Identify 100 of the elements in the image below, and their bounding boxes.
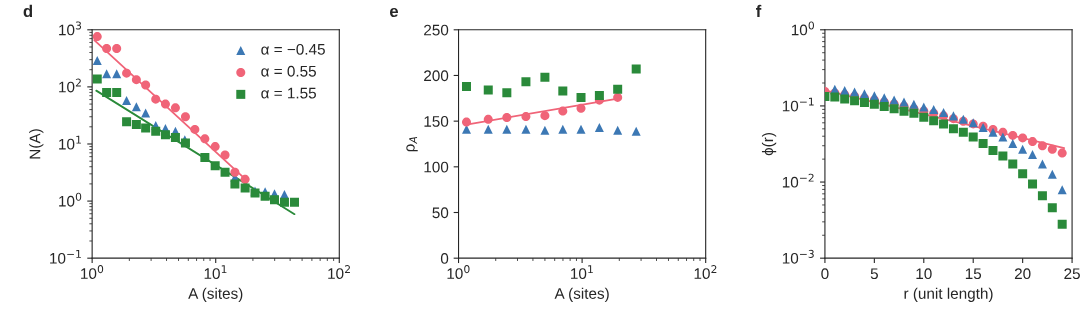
y-tick-label: 10$^{−1}$ (782, 97, 814, 112)
point (521, 77, 531, 87)
point (576, 103, 586, 113)
chart-title: f (756, 4, 762, 17)
point (594, 123, 604, 133)
point (483, 114, 493, 124)
point (1018, 169, 1028, 179)
point (631, 64, 641, 74)
y-tick-label: 10$^{2}$ (59, 78, 81, 93)
point (540, 125, 550, 135)
x-tick-label: 25 (1064, 268, 1080, 280)
point (859, 97, 869, 107)
point (1057, 148, 1067, 158)
point (840, 85, 850, 95)
point (899, 97, 909, 107)
x-tick-label: 5 (870, 268, 878, 280)
point (968, 132, 978, 142)
point (948, 124, 958, 134)
x-tick-label: 10$^{2}$ (694, 265, 717, 280)
point (1047, 144, 1057, 154)
point (1028, 150, 1038, 160)
point (1028, 137, 1038, 147)
point (919, 112, 929, 122)
y-tick-label: 100 (424, 161, 449, 173)
point (958, 127, 968, 137)
point (521, 124, 531, 134)
point (1037, 191, 1047, 201)
point (859, 89, 869, 99)
x-tick-label: 15 (965, 268, 982, 280)
point (1047, 169, 1057, 179)
y-tick-label: 10$^{−3}$ (782, 249, 814, 264)
y-tick-label: 50 (432, 207, 449, 219)
point (850, 96, 860, 106)
legend-label: α = −0.45 (261, 43, 325, 55)
point (594, 91, 604, 101)
point (1008, 130, 1018, 140)
point (502, 124, 512, 134)
x-axis-title: r (unit length) (904, 287, 993, 302)
point (1037, 159, 1047, 169)
point (631, 126, 641, 136)
y-tick-label: 10$^{−1}$ (50, 249, 81, 264)
y-tick-label: 10$^{1}$ (59, 135, 81, 150)
y-axis-title: ϕ(r) (761, 133, 777, 156)
point (558, 106, 568, 116)
point (889, 104, 899, 114)
point (1008, 159, 1018, 169)
x-tick-label: 10$^{2}$ (328, 265, 350, 280)
point (502, 112, 512, 122)
point (998, 132, 1008, 142)
y-tick-label: 200 (424, 70, 449, 82)
point (988, 145, 998, 155)
point (502, 88, 512, 98)
y-tick-label: 10$^{0}$ (59, 192, 82, 207)
point (613, 84, 623, 94)
point (1057, 219, 1067, 229)
y-tick-label: 0 (440, 253, 449, 264)
chart-title: d (23, 4, 33, 18)
point (998, 151, 1008, 161)
x-tick-label: 0 (821, 268, 829, 280)
point (1037, 141, 1047, 151)
y-tick-label: 250 (424, 24, 449, 36)
y-tick-label: 10$^{0}$ (791, 21, 814, 36)
point (899, 106, 909, 116)
point (879, 102, 889, 112)
point (978, 139, 988, 149)
x-axis-title: A (sites) (554, 287, 609, 302)
chart-title: e (389, 7, 399, 18)
point (1028, 179, 1038, 189)
point (483, 124, 493, 134)
legend-label: α = 0.55 (261, 65, 316, 77)
point (521, 112, 531, 122)
x-tick-label: 10$^{0}$ (447, 265, 470, 280)
x-tick-label: 10$^{1}$ (204, 265, 227, 280)
x-axis-title: A (sites) (188, 287, 243, 302)
y-tick-label: 150 (424, 116, 449, 127)
point (869, 99, 879, 109)
legend-label: α = 1.55 (261, 87, 316, 99)
y-tick-label: 10$^{−2}$ (782, 173, 814, 188)
point (929, 116, 939, 126)
x-tick-label: 20 (1014, 268, 1031, 280)
point (540, 111, 550, 121)
point (909, 99, 919, 109)
point (576, 124, 586, 134)
point (929, 104, 939, 114)
point (830, 92, 840, 102)
point (1047, 203, 1057, 213)
point (558, 124, 568, 134)
point (540, 72, 550, 82)
point (840, 94, 850, 104)
y-axis-title: ρ$_{A}$ (406, 136, 418, 152)
x-tick-label: 10$^{1}$ (571, 265, 593, 280)
point (576, 92, 586, 102)
point (1018, 133, 1028, 143)
point (939, 107, 949, 117)
point (909, 108, 919, 118)
point (558, 86, 568, 96)
point (613, 125, 623, 135)
point (613, 92, 623, 102)
y-axis-title: N(A) (29, 129, 44, 159)
point (483, 85, 493, 95)
